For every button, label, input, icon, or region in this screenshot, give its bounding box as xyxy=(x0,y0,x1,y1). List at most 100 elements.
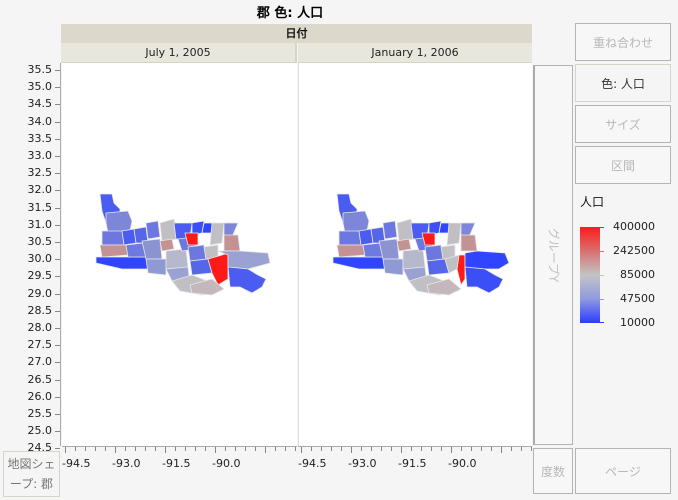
x-tick xyxy=(441,447,442,451)
y-tick-label: 34.0 xyxy=(0,115,60,129)
plot-panel-jan-2006[interactable] xyxy=(298,63,532,446)
x-tick xyxy=(115,447,116,453)
x-tick xyxy=(295,447,296,451)
legend-title: 人口 xyxy=(580,195,605,209)
y-tick-label: 31.5 xyxy=(0,201,60,215)
legend-label: 47500 xyxy=(620,292,655,305)
map-jan-2006 xyxy=(332,193,510,296)
interval-zone[interactable]: 区間 xyxy=(575,146,671,184)
y-tick-label: 25.0 xyxy=(0,424,60,438)
plot-panel-july-2005[interactable] xyxy=(62,63,297,446)
x-tick xyxy=(481,447,482,451)
x-tick xyxy=(285,447,286,451)
x-tick xyxy=(381,447,382,451)
legend-label-min: 10000 xyxy=(620,316,655,329)
x-tick xyxy=(145,447,146,451)
y-tick-label: 33.5 xyxy=(0,132,60,146)
legend-label-max: 400000 xyxy=(613,220,655,233)
x-tick xyxy=(275,447,276,451)
x-tick xyxy=(245,447,246,451)
y-tick-label: 25.5 xyxy=(0,407,60,421)
x-tick xyxy=(215,447,216,453)
x-tick xyxy=(135,447,136,451)
legend-tick xyxy=(600,227,604,228)
y-tick-label: 35.0 xyxy=(0,80,60,94)
x-tick xyxy=(391,447,392,451)
x-tick-label: -93.0 xyxy=(112,457,141,470)
y-tick-label: 30.0 xyxy=(0,252,60,266)
y-tick-label: 28.0 xyxy=(0,321,60,335)
x-tick xyxy=(175,447,176,451)
freq-zone[interactable]: 度数 xyxy=(533,448,573,494)
legend-label: 85000 xyxy=(620,268,655,281)
x-tick xyxy=(511,447,512,451)
x-tick xyxy=(105,447,106,451)
group-x-header[interactable]: 日付 xyxy=(61,24,532,43)
color-zone[interactable]: 色: 人口 xyxy=(575,64,671,102)
x-tick xyxy=(431,447,432,451)
x-tick-label: -90.0 xyxy=(448,457,477,470)
legend-label: 242500 xyxy=(613,244,655,257)
legend-tick xyxy=(600,299,604,300)
x-tick xyxy=(491,447,492,451)
x-tick-label: -91.5 xyxy=(398,457,427,470)
x-tick xyxy=(371,447,372,451)
size-zone[interactable]: サイズ xyxy=(575,105,671,143)
chart-title: 郡 色: 人口 xyxy=(256,6,324,21)
y-tick-label: 29.5 xyxy=(0,269,60,283)
x-tick xyxy=(421,447,422,451)
y-tick-label: 26.5 xyxy=(0,373,60,387)
y-tick-label: 33.0 xyxy=(0,149,60,163)
map-july-2005 xyxy=(95,193,271,296)
x-tick xyxy=(501,447,502,453)
legend-color-gradient xyxy=(580,227,600,323)
x-tick xyxy=(331,447,332,451)
x-axis-panel-1[interactable]: -94.5 -93.0 -91.5 -90.0 xyxy=(62,446,297,476)
x-tick-label: -93.0 xyxy=(348,457,377,470)
x-tick xyxy=(265,447,266,453)
y-tick-label: 30.5 xyxy=(0,235,60,249)
x-tick xyxy=(341,447,342,451)
x-tick xyxy=(531,447,532,451)
y-tick-label: 27.0 xyxy=(0,355,60,369)
x-tick xyxy=(411,447,412,451)
x-tick xyxy=(165,447,166,453)
x-tick-label: -91.5 xyxy=(162,457,191,470)
x-tick xyxy=(361,447,362,451)
x-tick xyxy=(321,447,322,451)
x-tick xyxy=(451,447,452,453)
x-tick xyxy=(235,447,236,451)
x-tick xyxy=(225,447,226,451)
x-tick xyxy=(255,447,256,451)
x-tick xyxy=(401,447,402,453)
y-tick-label: 31.0 xyxy=(0,218,60,232)
x-tick xyxy=(195,447,196,451)
group-y-label: グループY xyxy=(546,227,560,283)
x-tick-label: -94.5 xyxy=(298,457,327,470)
y-tick-label: 28.5 xyxy=(0,304,60,318)
x-tick xyxy=(205,447,206,451)
x-tick xyxy=(301,447,302,453)
page-zone[interactable]: ページ xyxy=(575,448,671,494)
x-tick xyxy=(85,447,86,451)
x-tick xyxy=(471,447,472,451)
y-tick-label: 26.0 xyxy=(0,390,60,404)
group-y-zone[interactable]: グループY xyxy=(533,65,573,445)
x-axis-panel-2[interactable]: -94.5 -93.0 -91.5 -90.0 xyxy=(298,446,532,476)
y-tick-label: 32.5 xyxy=(0,166,60,180)
x-tick xyxy=(75,447,76,451)
y-tick-label: 34.5 xyxy=(0,97,60,111)
x-tick xyxy=(461,447,462,451)
panel-header-july-2005: July 1, 2005 xyxy=(61,43,297,63)
x-tick xyxy=(125,447,126,451)
x-tick-label: -90.0 xyxy=(212,457,241,470)
x-tick xyxy=(521,447,522,451)
x-tick xyxy=(95,447,96,451)
y-axis[interactable]: 35.5 35.0 34.5 34.0 33.5 33.0 32.5 32.0 31.5 31.0… xyxy=(0,63,61,454)
overlay-zone[interactable]: 重ね合わせ xyxy=(575,23,671,61)
x-tick xyxy=(351,447,352,453)
x-tick xyxy=(185,447,186,451)
map-shape-zone[interactable]: 地図シェープ: 郡 xyxy=(3,451,60,497)
y-tick-label: 35.5 xyxy=(0,63,60,77)
